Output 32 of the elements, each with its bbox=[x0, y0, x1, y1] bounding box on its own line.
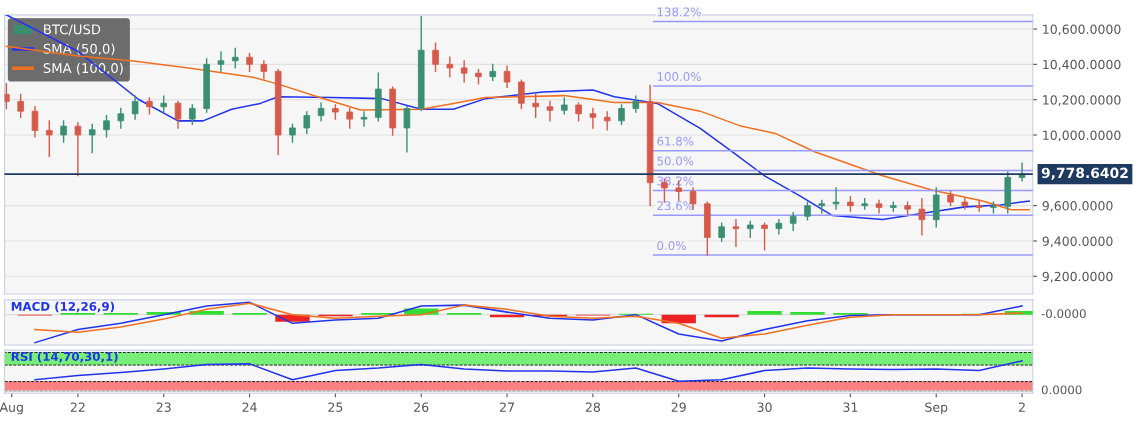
ref-line-label: 9,778.6402 bbox=[1041, 167, 1128, 180]
legend-label: BTC/USD bbox=[44, 24, 101, 36]
y-tick-label: 9,200.0000 bbox=[1042, 271, 1113, 283]
x-tick-label: 2 bbox=[1019, 402, 1025, 412]
x-tick-label: Aug bbox=[0, 402, 23, 415]
x-tick-label: 26 bbox=[414, 402, 429, 412]
x-tick-label: 25 bbox=[328, 402, 343, 412]
legend-label: SMA (50,0) bbox=[43, 43, 115, 56]
x-tick-label: 22 bbox=[70, 402, 85, 412]
annotation: 100.0% bbox=[657, 72, 701, 82]
ref-line-label: 0.0000 bbox=[1041, 385, 1082, 395]
series-label: MACD (12,26,9) bbox=[11, 301, 115, 313]
ref-line-label: -0.0000 bbox=[1041, 309, 1086, 319]
annotation: 0.0% bbox=[657, 241, 686, 251]
x-tick-label: 30 bbox=[757, 402, 772, 412]
x-tick-label: 23 bbox=[156, 402, 171, 412]
annotation: 138.2% bbox=[657, 7, 701, 17]
x-tick-label: 27 bbox=[500, 402, 514, 412]
x-tick-label: Sep bbox=[925, 402, 948, 415]
x-tick-label: 28 bbox=[585, 402, 600, 412]
y-tick-label: 10,200.0000 bbox=[1043, 95, 1121, 106]
x-tick-label: 24 bbox=[242, 402, 257, 412]
y-tick-label: 10,400.0000 bbox=[1043, 59, 1121, 71]
x-tick-label: 31 bbox=[843, 402, 858, 412]
annotation: 50.0% bbox=[657, 156, 694, 166]
x-tick-label: 29 bbox=[671, 402, 686, 412]
y-tick-label: 10,600.0000 bbox=[1043, 24, 1121, 36]
series-label: RSI (14,70,30,1) bbox=[11, 351, 118, 363]
annotation: 61.8% bbox=[657, 136, 694, 146]
y-tick-label: 9,600.0000 bbox=[1042, 201, 1113, 212]
y-tick-label: 9,400.0000 bbox=[1042, 236, 1113, 248]
y-tick-label: 10,000.0000 bbox=[1043, 130, 1121, 142]
